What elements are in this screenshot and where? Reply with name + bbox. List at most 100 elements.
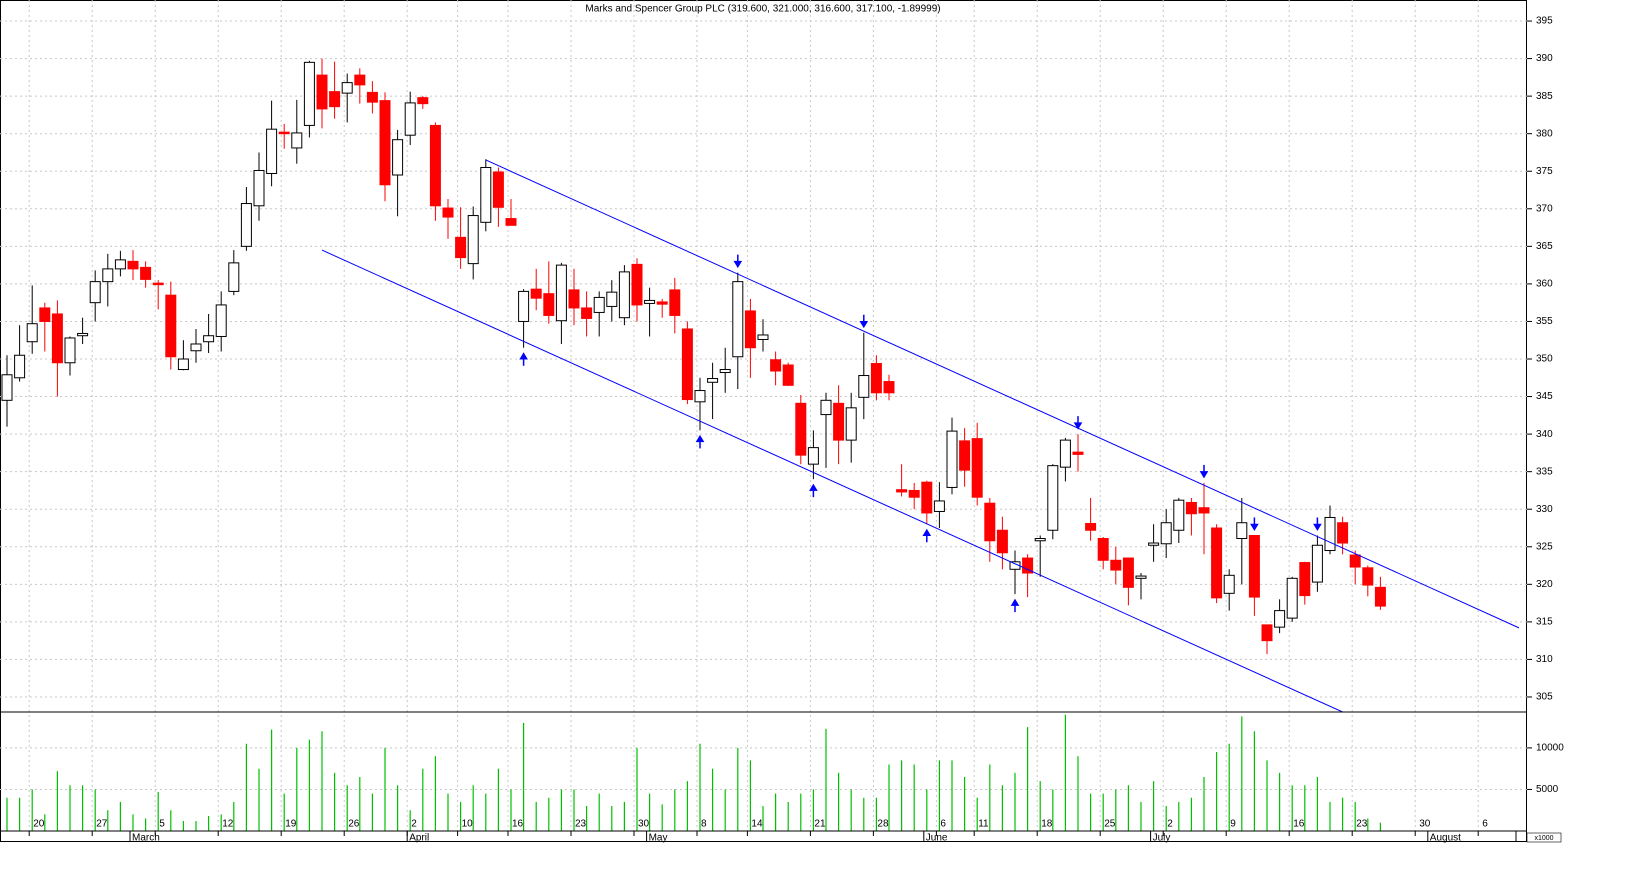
trendline — [485, 159, 1520, 629]
candle-body — [1, 374, 13, 401]
month-label: April — [409, 833, 429, 844]
candle-body — [165, 294, 177, 358]
candle-body — [1261, 624, 1273, 642]
y-tick-label: 340 — [1536, 429, 1553, 440]
x-tick-label: 25 — [1104, 819, 1116, 830]
candle-body — [845, 407, 857, 441]
volume-tick-label: 5000 — [1536, 784, 1559, 795]
candle-body — [896, 489, 908, 493]
candle-body — [51, 313, 63, 364]
candle-body — [870, 363, 882, 394]
candle-body — [480, 166, 492, 223]
x-tick-label: 20 — [33, 819, 45, 830]
candle-body — [240, 203, 252, 247]
candle-body — [795, 402, 807, 456]
candle-body — [366, 91, 378, 103]
candle-body — [568, 289, 580, 309]
candle-body — [1135, 575, 1147, 579]
candle-body — [203, 335, 215, 343]
candle-body — [681, 328, 693, 401]
resistance-arrow — [733, 254, 743, 269]
month-label: March — [132, 833, 160, 844]
candle-body — [14, 354, 26, 379]
x-tick-label: 30 — [1419, 819, 1431, 830]
support-arrow — [922, 528, 932, 543]
support-arrow — [1010, 598, 1020, 613]
candle-body — [719, 369, 731, 374]
candle-body — [744, 310, 756, 349]
candle-body — [39, 307, 51, 322]
x-tick-label: 30 — [638, 819, 650, 830]
candle-body — [530, 288, 542, 299]
candle-body — [190, 343, 202, 352]
candle-body — [1160, 522, 1172, 545]
x-tick-label: 10 — [462, 819, 474, 830]
candle-body — [89, 281, 101, 304]
support-arrow — [809, 483, 818, 498]
candle-body — [1211, 527, 1223, 599]
candle-body — [1324, 516, 1336, 552]
candle-body — [140, 266, 152, 280]
candle-body — [820, 399, 832, 416]
candle-body — [1085, 522, 1097, 531]
month-label: August — [1430, 833, 1461, 844]
candle-body — [631, 263, 643, 306]
candle-body — [921, 481, 933, 514]
candle-body — [518, 290, 530, 322]
candle-body — [392, 139, 404, 176]
candle-body — [417, 97, 429, 105]
x-tick-label: 19 — [285, 819, 297, 830]
data-layer — [0, 0, 1527, 831]
trendline — [321, 249, 1343, 712]
candle-body — [782, 364, 794, 386]
chart-title: Marks and Spencer Group PLC (319.600, 32… — [585, 4, 940, 15]
candle-body — [354, 74, 366, 86]
candle-body — [77, 332, 89, 337]
candle-body — [1198, 507, 1210, 514]
x-tick-label: 9 — [1230, 819, 1236, 830]
x-tick-label: 23 — [575, 819, 587, 830]
y-tick-label: 315 — [1536, 617, 1553, 628]
candle-body — [757, 334, 769, 340]
candle-body — [656, 301, 668, 305]
x-tick-label: 23 — [1356, 819, 1368, 830]
x-tick-label: 8 — [701, 819, 707, 830]
candle-body — [64, 337, 76, 364]
plot-frame — [0, 0, 1527, 842]
support-arrow — [695, 434, 705, 449]
candle-body — [1349, 554, 1361, 568]
candle-body — [984, 502, 996, 542]
candle-body — [996, 529, 1008, 554]
x-tick-label: 26 — [348, 819, 360, 830]
y-tick-label: 365 — [1536, 241, 1553, 252]
candle-body — [152, 282, 164, 286]
candle-body — [291, 132, 303, 149]
resistance-arrow — [1199, 464, 1209, 479]
support-arrow — [519, 352, 528, 366]
candle-body — [127, 260, 139, 270]
candle-body — [1274, 610, 1286, 628]
candle-body — [492, 171, 504, 208]
candle-body — [946, 430, 958, 488]
candle-body — [1223, 574, 1235, 594]
y-tick-label: 305 — [1536, 692, 1553, 703]
candle-body — [694, 390, 706, 403]
candle-body — [215, 304, 227, 337]
volume-tick-label: 10000 — [1536, 743, 1564, 754]
candle-body — [1059, 439, 1071, 468]
candle-body — [303, 61, 315, 126]
y-tick-label: 390 — [1536, 53, 1553, 64]
y-tick-label: 380 — [1536, 128, 1553, 139]
x-tick-label: 28 — [877, 819, 889, 830]
y-tick-label: 350 — [1536, 354, 1553, 365]
candle-body — [807, 447, 819, 465]
candle-body — [933, 500, 945, 512]
candle-body — [1374, 586, 1386, 607]
month-label: May — [649, 833, 668, 844]
candle-body — [555, 264, 567, 322]
candle-body — [1299, 562, 1311, 597]
candle-body — [467, 215, 479, 265]
candle-body — [543, 293, 555, 316]
